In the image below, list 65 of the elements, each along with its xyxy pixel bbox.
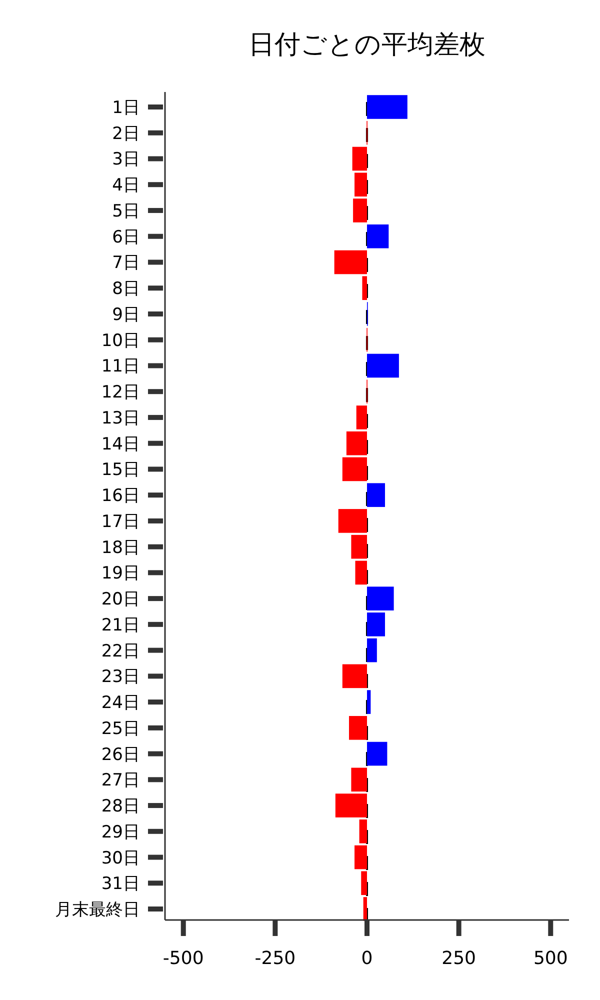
y-tick-label: 4日 <box>112 176 140 196</box>
bar <box>361 871 367 896</box>
x-tick-label: -250 <box>254 948 296 969</box>
y-tick-label: 9日 <box>112 304 140 325</box>
bar <box>338 509 367 533</box>
bar <box>367 95 408 119</box>
y-tick-label: 31日 <box>101 874 140 894</box>
y-tick-label: 20日 <box>101 590 140 610</box>
bar <box>367 224 389 248</box>
y-tick-label: 29日 <box>101 822 140 842</box>
x-tick-label: 250 <box>442 948 476 969</box>
bar <box>355 560 367 585</box>
bar <box>367 612 385 636</box>
bar <box>351 534 367 559</box>
y-tick-label: 13日 <box>101 408 140 428</box>
bar <box>367 586 394 610</box>
bar <box>352 146 367 171</box>
bar <box>335 794 367 818</box>
chart-title: 日付ごとの平均差枚 <box>248 30 486 60</box>
bar <box>334 250 367 274</box>
y-tick-label: 25日 <box>101 718 140 739</box>
y-tick-label: 1日 <box>112 98 140 118</box>
y-tick-label: 17日 <box>101 512 140 532</box>
bar <box>367 638 377 662</box>
y-tick-label: 8日 <box>112 279 140 300</box>
bar <box>342 457 367 482</box>
y-tick-label: 19日 <box>101 564 140 584</box>
y-tick-label: 18日 <box>101 538 140 558</box>
y-tick-label: 月末最終日 <box>55 900 140 920</box>
x-tick-label: 0 <box>361 948 373 969</box>
bar <box>342 664 367 688</box>
y-tick-label: 11日 <box>101 356 140 377</box>
y-tick-label: 16日 <box>101 486 140 506</box>
y-tick-label: 6日 <box>112 227 140 248</box>
bar <box>359 819 367 844</box>
x-tick-label: 500 <box>533 948 568 969</box>
y-tick-label: 14日 <box>101 434 140 454</box>
y-tick-label: 24日 <box>101 693 140 714</box>
bar <box>362 276 367 300</box>
y-tick-label: 21日 <box>101 615 140 636</box>
bar <box>349 716 367 740</box>
y-tick-label: 3日 <box>112 150 140 170</box>
y-tick-label: 22日 <box>101 641 140 662</box>
bar <box>367 690 371 714</box>
x-tick-label: -500 <box>162 948 204 969</box>
bar <box>354 172 367 197</box>
y-tick-label: 10日 <box>101 330 140 351</box>
bar <box>367 742 388 766</box>
y-tick-label: 26日 <box>101 744 140 765</box>
y-tick-label: 23日 <box>101 667 140 688</box>
y-tick-label: 5日 <box>112 201 140 222</box>
bar <box>356 406 367 430</box>
bar <box>346 431 367 456</box>
y-tick-label: 30日 <box>101 848 140 868</box>
bar <box>367 483 385 507</box>
y-tick-label: 12日 <box>101 382 140 403</box>
y-tick-label: 15日 <box>101 460 140 480</box>
y-tick-label: 2日 <box>112 124 140 144</box>
bar <box>353 198 367 222</box>
y-tick-label: 28日 <box>101 796 140 817</box>
bar <box>354 845 367 870</box>
y-tick-label: 27日 <box>101 770 140 791</box>
bar <box>367 354 399 378</box>
bar <box>351 768 367 792</box>
y-tick-label: 7日 <box>112 253 140 274</box>
